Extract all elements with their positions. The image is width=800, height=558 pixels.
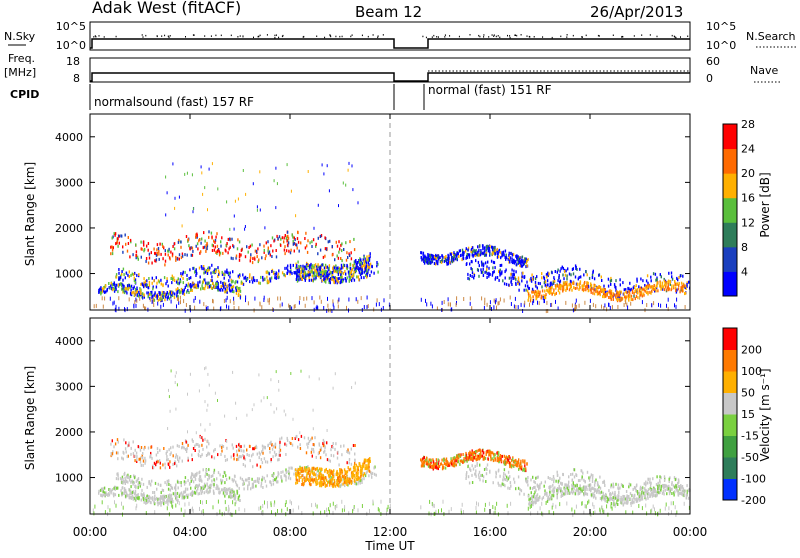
velocity-colorbar-segment: [723, 393, 737, 415]
time-tick-label: 16:00: [473, 525, 508, 539]
cpid-segment-1: normalsound (fast) 157 RF: [94, 95, 254, 109]
time-tick-label: 00:00: [673, 525, 708, 539]
freq-label-line2: [MHz]: [4, 66, 36, 79]
velocity-colorbar-segment: [723, 371, 737, 393]
nsky-tick-top: 10^5: [56, 20, 86, 33]
nsky-strip: N.Sky 10^5 10^0 10^5 10^0 N.Search: [4, 20, 796, 52]
velocity-colorbar-tick: -15: [741, 430, 759, 443]
velocity-colorbar-segment: [723, 479, 737, 501]
nsearch-tick-top: 10^5: [706, 20, 736, 33]
nsearch-label: N.Search: [746, 30, 796, 43]
power-colorbar-segment: [723, 149, 737, 174]
station-title: Adak West (fitACF): [92, 0, 241, 17]
velocity-colorbar-segment: [723, 414, 737, 436]
power-colorbar-segment: [723, 198, 737, 223]
power-ytick-label: 1000: [55, 268, 83, 281]
freq-strip: Freq. [MHz] 18 8 60 0 Nave: [4, 52, 780, 85]
velocity-colorbar-segment: [723, 436, 737, 458]
nsky-tick-bottom: 10^0: [56, 39, 86, 52]
velocity-colorbar-tick: 50: [741, 387, 755, 400]
power-colorbar-tick: 16: [741, 192, 755, 205]
velocity-ytick-label: 2000: [55, 426, 83, 439]
velocity-colorbar-tick: -200: [741, 494, 766, 507]
power-colorbar-segment: [723, 173, 737, 198]
power-colorbar-tick: 24: [741, 143, 755, 156]
velocity-colorbar-tick: -50: [741, 451, 759, 464]
nsky-label: N.Sky: [4, 30, 36, 43]
freq-tick-bottom: 8: [73, 72, 80, 85]
time-axis-label: Time UT: [364, 539, 415, 553]
velocity-colorbar-segment: [723, 328, 737, 350]
nave-label: Nave: [750, 64, 778, 77]
velocity-ytick-label: 1000: [55, 472, 83, 485]
cpid-segment-2: normal (fast) 151 RF: [428, 83, 552, 97]
power-colorbar-tick: 20: [741, 167, 755, 180]
date-label: 26/Apr/2013: [590, 3, 683, 21]
power-colorbar: 4 8 12 16 20 24 28: [723, 118, 755, 297]
freq-trace: [90, 73, 690, 81]
nsearch-tick-bottom: 10^0: [706, 39, 736, 52]
power-data-cells: [94, 162, 691, 313]
power-colorbar-segment: [723, 247, 737, 272]
velocity-colorbar-tick: 15: [741, 408, 755, 421]
time-tick-label: 12:00: [373, 525, 408, 539]
power-panel: 1000 2000 3000 4000 Slant Range [km] 4 8 12 16…: [23, 114, 772, 313]
velocity-ylabel: Slant Range [km]: [23, 366, 37, 470]
nsky-trace: [90, 39, 690, 48]
freq-label-line1: Freq.: [8, 52, 35, 65]
velocity-ytick-label: 3000: [55, 380, 83, 393]
cpid-label: CPID: [10, 88, 39, 101]
power-ytick-label: 3000: [55, 176, 83, 189]
velocity-data-cells: [93, 366, 691, 517]
power-colorbar-segment: [723, 222, 737, 247]
time-tick-label: 08:00: [273, 525, 308, 539]
velocity-colorbar-tick: 200: [741, 344, 762, 357]
nave-tick-top: 60: [706, 55, 720, 68]
power-colorbar-label: Power [dB]: [758, 172, 772, 237]
power-colorbar-tick: 12: [741, 216, 755, 229]
power-colorbar-tick: 28: [741, 118, 755, 131]
cpid-strip: CPID normalsound (fast) 157 RF normal (f…: [10, 83, 552, 110]
time-tick-label: 00:00: [73, 525, 108, 539]
velocity-colorbar-segment: [723, 350, 737, 372]
velocity-ytick-label: 4000: [55, 335, 83, 348]
time-tick-label: 20:00: [573, 525, 608, 539]
velocity-colorbar-segment: [723, 457, 737, 479]
beam-label: Beam 12: [355, 3, 422, 21]
freq-tick-top: 18: [66, 55, 80, 68]
power-colorbar-tick: 4: [741, 265, 748, 278]
power-ytick-label: 2000: [55, 222, 83, 235]
power-ytick-label: 4000: [55, 131, 83, 144]
nave-tick-bottom: 0: [706, 72, 713, 85]
time-tick-label: 04:00: [173, 525, 208, 539]
velocity-colorbar-tick: -100: [741, 473, 766, 486]
power-colorbar-segment: [723, 271, 737, 296]
velocity-colorbar-label: Velocity [m s⁻¹]: [758, 368, 772, 461]
power-colorbar-tick: 8: [741, 241, 748, 254]
power-colorbar-segment: [723, 124, 737, 149]
power-ylabel: Slant Range [km]: [23, 162, 37, 266]
